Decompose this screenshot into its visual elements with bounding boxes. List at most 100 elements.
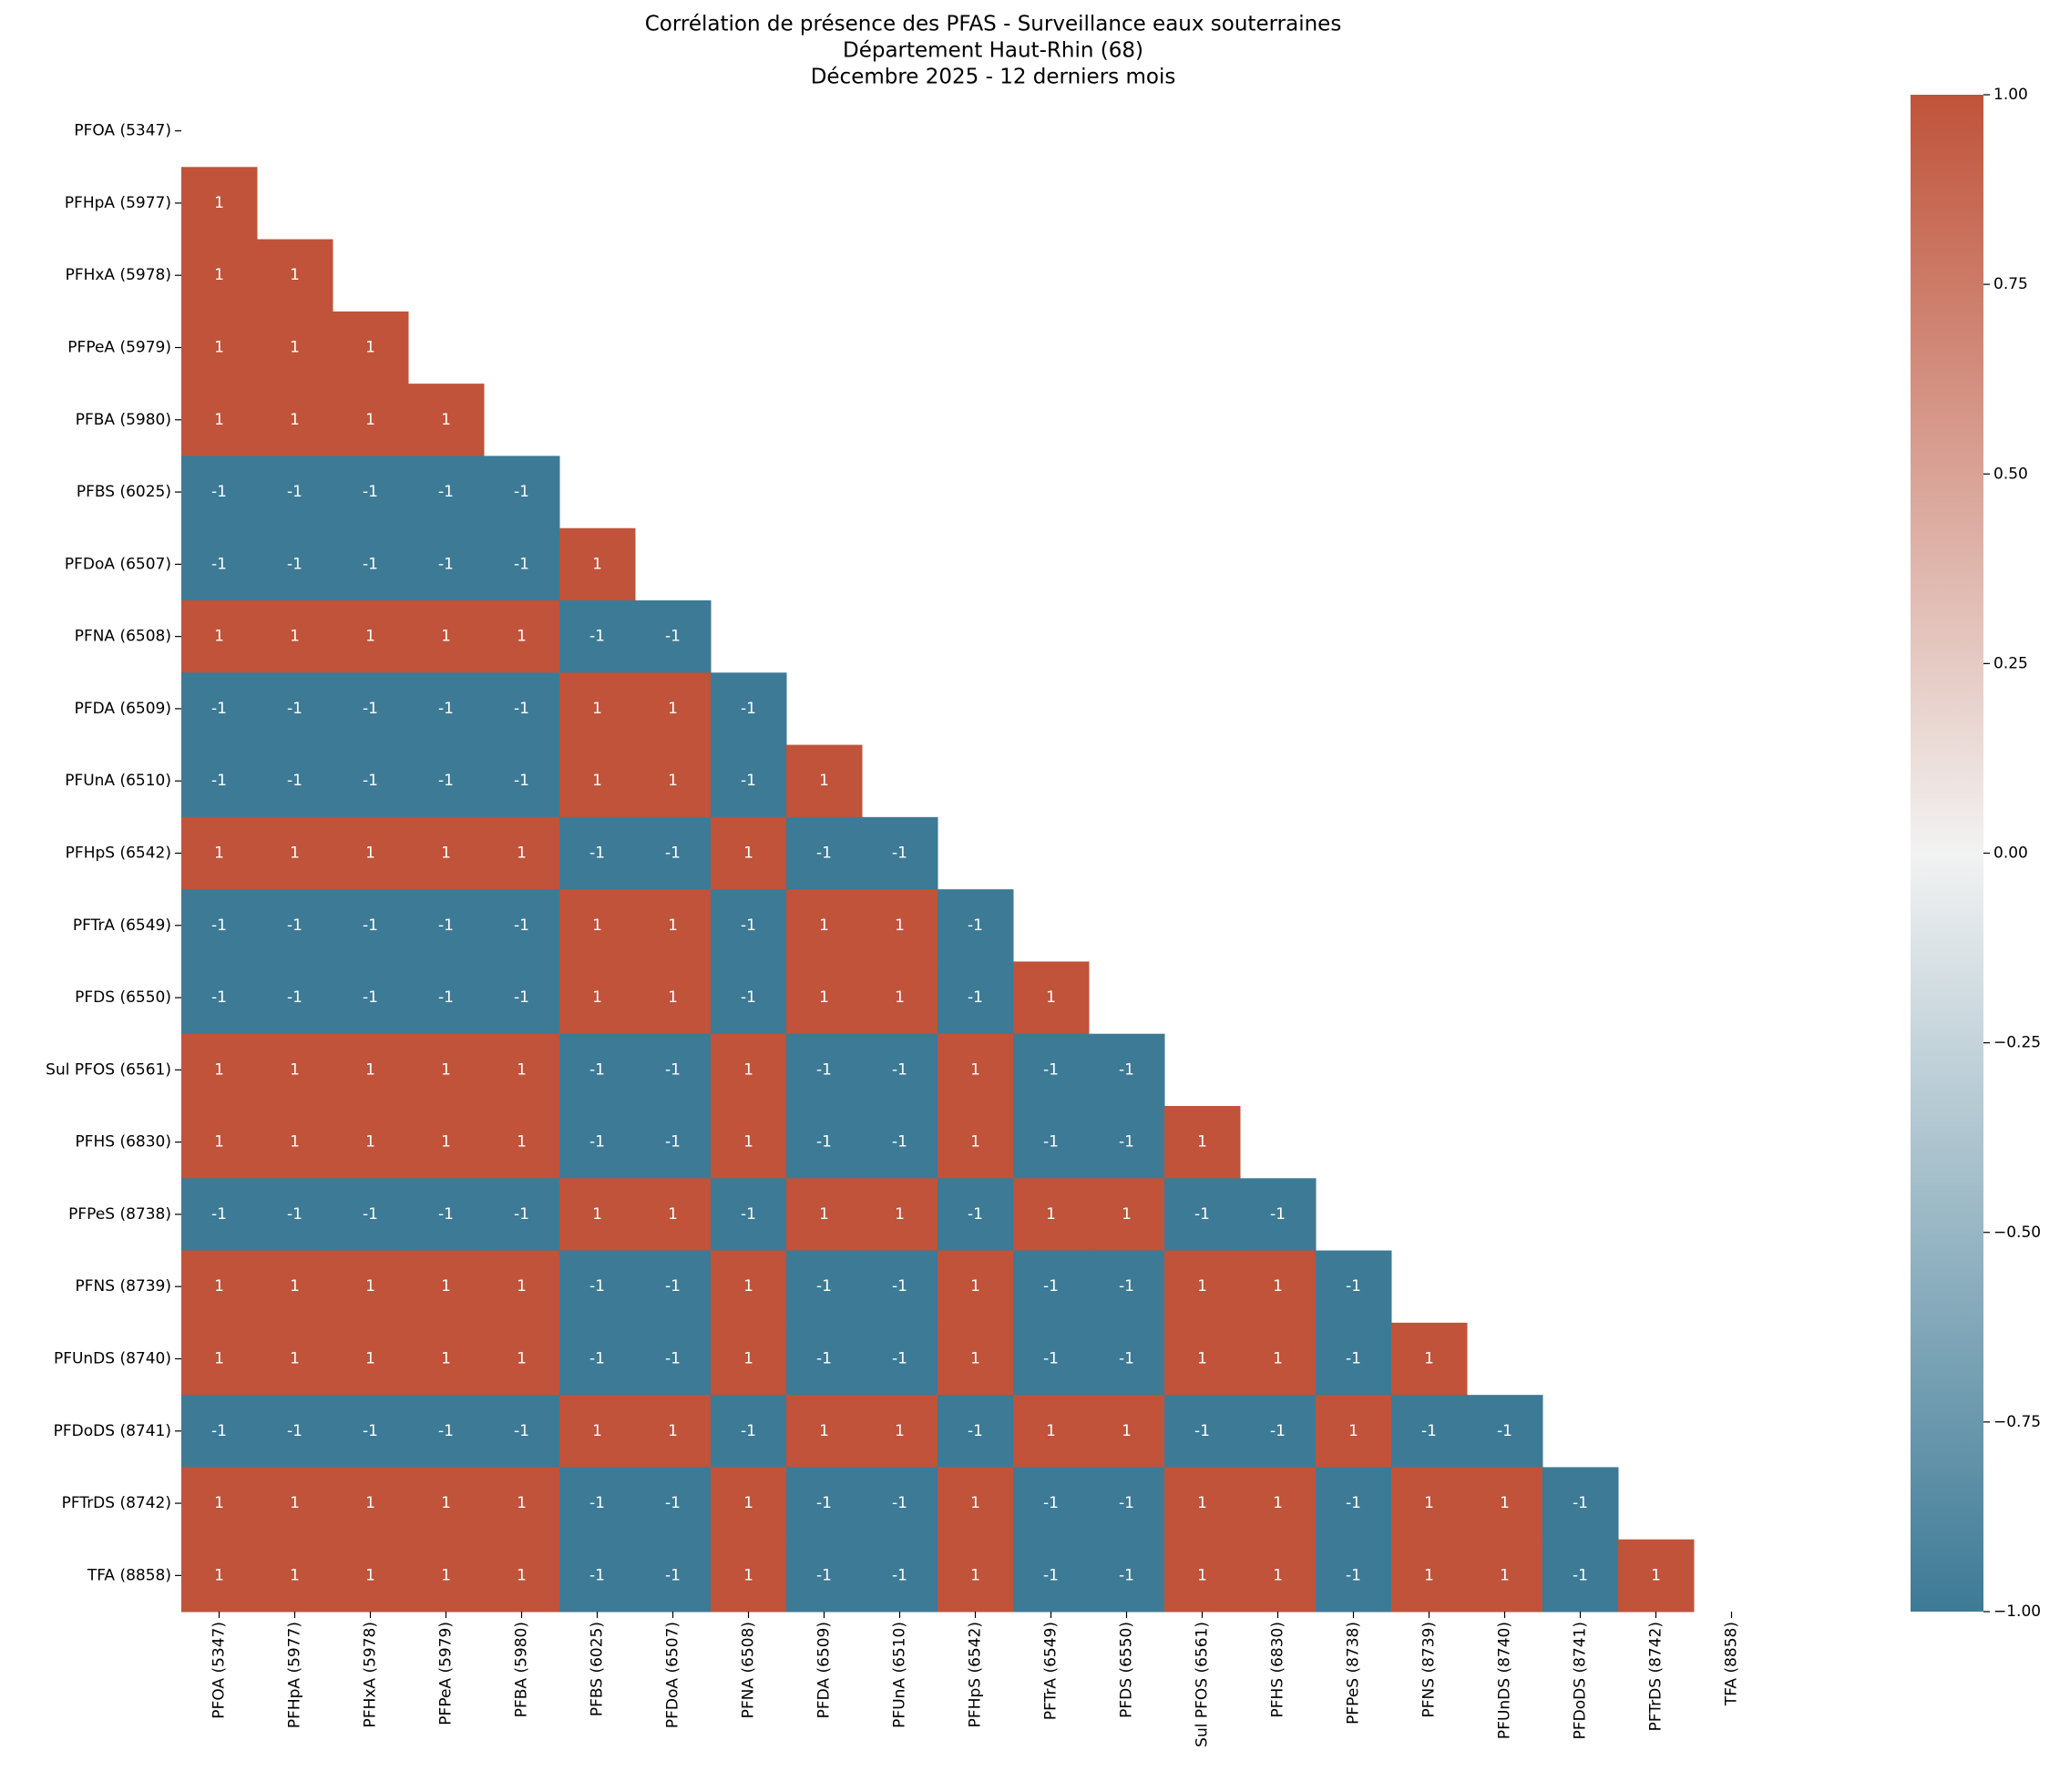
- cell-label: -1: [514, 1205, 529, 1224]
- cell-label: 1: [1197, 1277, 1207, 1295]
- cell-label: -1: [816, 845, 832, 863]
- cell-label: 1: [970, 1494, 980, 1512]
- x-tick-label: PFPeA (5979): [437, 1622, 456, 1725]
- cell-label: 1: [970, 1133, 980, 1152]
- cell-label: 1: [668, 772, 678, 790]
- cell-label: 1: [1197, 1494, 1207, 1512]
- heatmap-cell: [1089, 1250, 1165, 1324]
- heatmap-cell: [484, 1539, 560, 1613]
- heatmap-cell: [257, 1539, 333, 1613]
- heatmap-cell: [938, 1467, 1014, 1541]
- cell-label: -1: [1119, 1350, 1134, 1368]
- cell-label: 1: [290, 1350, 300, 1368]
- cell-label: 1: [1424, 1350, 1434, 1368]
- heatmap-cell: [1542, 1539, 1619, 1613]
- heatmap-cell: [1013, 1033, 1090, 1107]
- cell-label: -1: [741, 988, 756, 1007]
- heatmap-cell: [408, 384, 485, 456]
- heatmap-cell: [1013, 1106, 1090, 1179]
- cell-label: 1: [592, 1205, 602, 1224]
- heatmap-cell: [1316, 1322, 1392, 1396]
- heatmap-cell: [181, 1033, 258, 1107]
- heatmap-cell: [408, 600, 485, 673]
- cell-label: -1: [1119, 1060, 1134, 1079]
- heatmap-cell: [862, 816, 938, 890]
- heatmap-cell: [862, 1033, 938, 1107]
- heatmap-cell: [938, 1106, 1014, 1179]
- cell-label: 1: [592, 916, 602, 935]
- cell-label: 1: [743, 1277, 753, 1295]
- cell-label: 1: [743, 1133, 753, 1152]
- y-tick-label: PFPeA (5979): [67, 339, 171, 357]
- heatmap-cell: [181, 1395, 258, 1468]
- heatmap-cell: [408, 889, 485, 962]
- heatmap-cell: [408, 527, 485, 601]
- y-tick-label: PFUnDS (8740): [54, 1350, 171, 1368]
- heatmap-cell: [711, 1250, 787, 1324]
- cell-label: -1: [1043, 1566, 1059, 1584]
- heatmap-cell: [484, 744, 560, 818]
- cell-label: 1: [592, 555, 602, 573]
- heatmap-cell: [408, 1322, 485, 1396]
- cell-label: -1: [287, 555, 302, 573]
- cell-label: 1: [1046, 1205, 1056, 1224]
- heatmap-cell: [333, 961, 409, 1035]
- chart-subtitle: Décembre 2025 - 12 derniers mois: [811, 66, 1176, 89]
- cell-label: -1: [1119, 1494, 1134, 1512]
- heatmap-cell: [181, 456, 258, 529]
- heatmap-cell: [257, 744, 333, 818]
- heatmap-cell: [711, 1106, 787, 1179]
- heatmap-cell: [1089, 1178, 1165, 1252]
- x-tick-label: PFBS (6025): [589, 1622, 607, 1716]
- x-tick-label: PFPeS (8738): [1345, 1622, 1363, 1725]
- x-tick-label: PFUnA (6510): [891, 1622, 909, 1728]
- cell-label: 1: [1197, 1566, 1207, 1584]
- y-tick-label: PFNA (6508): [75, 628, 171, 646]
- heatmap-cell: [408, 1178, 485, 1252]
- heatmap-cell: [786, 1106, 863, 1179]
- cell-label: 1: [290, 339, 300, 357]
- heatmap-cell: [711, 1467, 787, 1541]
- y-tick-label: TFA (8858): [87, 1566, 171, 1584]
- heatmap-cell: [938, 961, 1014, 1035]
- y-tick-label: PFOA (5347): [74, 122, 171, 140]
- cell-label: 1: [517, 1350, 527, 1368]
- cell-label: 1: [517, 845, 527, 863]
- cell-label: 1: [214, 845, 224, 863]
- cell-label: 1: [365, 1350, 375, 1368]
- heatmap-cell: [711, 1539, 787, 1613]
- cell-label: -1: [1043, 1133, 1059, 1152]
- heatmap-cell: [181, 961, 258, 1035]
- cell-label: -1: [816, 1277, 832, 1295]
- heatmap-cell: [559, 1395, 636, 1468]
- cell-label: 1: [517, 628, 527, 646]
- cell-label: 1: [441, 1566, 451, 1584]
- cell-label: 1: [1500, 1566, 1510, 1584]
- cell-label: -1: [1573, 1494, 1588, 1512]
- cell-label: -1: [589, 845, 605, 863]
- heatmap-cell: [1240, 1322, 1317, 1396]
- cell-label: 1: [441, 1060, 451, 1079]
- heatmap-cell: [1013, 961, 1090, 1035]
- cell-label: 1: [895, 1205, 905, 1224]
- x-tick-label: PFUnDS (8740): [1496, 1622, 1514, 1739]
- cell-label: 1: [365, 1494, 375, 1512]
- heatmap-cell: [938, 1322, 1014, 1396]
- cell-label: -1: [589, 1133, 605, 1152]
- heatmap-cell: [559, 1467, 636, 1541]
- y-tick-label: PFPeS (8738): [68, 1205, 171, 1224]
- heatmap-cell: [257, 961, 333, 1035]
- heatmap-cell: [257, 1322, 333, 1396]
- heatmap-cell: [635, 1178, 712, 1252]
- heatmap-cell: [862, 1539, 938, 1613]
- heatmap-cell: [1316, 1539, 1392, 1613]
- cell-label: 1: [819, 772, 829, 790]
- cell-label: -1: [363, 772, 378, 790]
- heatmap-cell: [408, 1250, 485, 1324]
- heatmap-cell: [786, 1178, 863, 1252]
- heatmap-cell: [181, 1106, 258, 1179]
- cell-label: 1: [1273, 1277, 1283, 1295]
- cell-label: -1: [438, 772, 454, 790]
- cell-label: -1: [741, 1422, 756, 1440]
